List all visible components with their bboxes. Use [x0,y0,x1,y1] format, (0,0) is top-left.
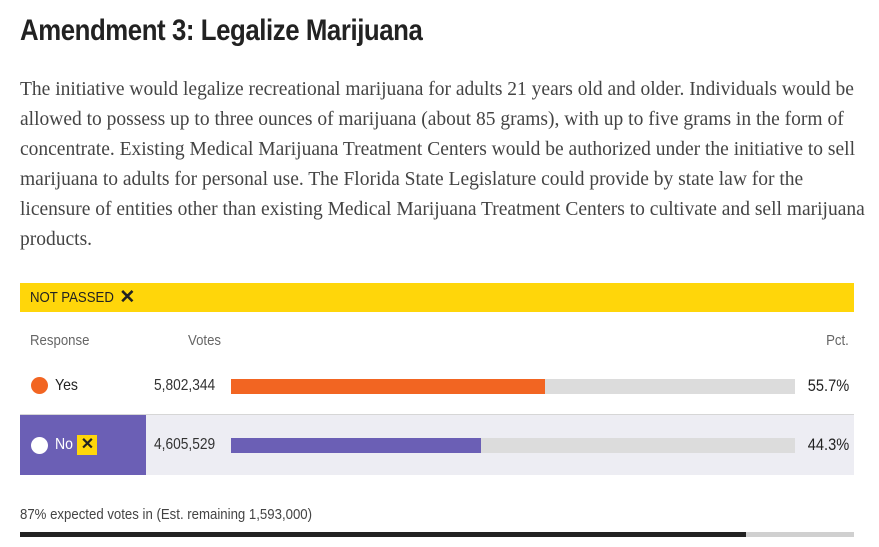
page-title: Amendment 3: Legalize Marijuana [20,14,423,47]
yes-color-dot-icon [31,377,48,394]
response-cell: Yes [20,357,146,414]
result-row-yes: Yes 5,802,344 55.7% [20,357,854,415]
vote-percentage: 55.7% [807,375,849,395]
status-label: NOT PASSED [30,289,114,306]
no-color-dot-icon [31,436,48,454]
result-row-no: No ✕ 4,605,529 44.3% [20,415,854,475]
response-label: Yes [55,376,78,394]
vote-percentage: 44.3% [807,435,849,454]
vote-share-fill [231,438,481,453]
vote-share-fill [231,378,546,394]
vote-count: 5,802,344 [154,376,216,394]
vote-share-bar [231,378,795,394]
expected-votes-text: 87% expected votes in (Est. remaining 1,… [20,506,313,523]
column-header-pct: Pct. [826,332,849,349]
vote-share-bar [231,438,795,453]
measure-description: The initiative would legalize recreation… [20,79,865,250]
expected-votes-progress-fill [20,532,746,537]
winner-x-mark-icon: ✕ [77,435,98,455]
status-banner: NOT PASSED ✕ [20,283,854,312]
column-header-votes: Votes [188,332,222,349]
response-cell: No ✕ [20,415,146,475]
vote-count: 4,605,529 [154,436,216,453]
column-header-response: Response [30,332,90,349]
x-mark-icon: ✕ [119,287,136,308]
expected-votes-progress [20,532,854,537]
response-label: No [55,436,73,453]
